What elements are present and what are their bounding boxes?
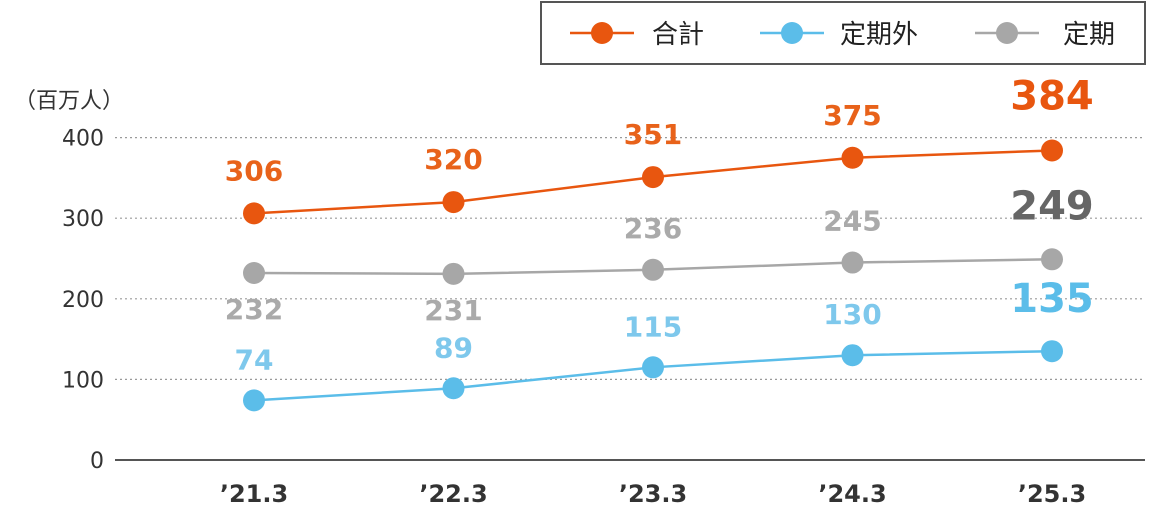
y-axis-unit: （百万人）	[14, 89, 124, 114]
x-axis-ticks: ’21.3 ’22.3 ’23.3 ’24.3 ’25.3	[220, 480, 1086, 508]
data-label: 236	[624, 212, 682, 245]
gridlines	[115, 137, 1145, 380]
data-label: 89	[434, 331, 473, 364]
y-tick-label: 400	[62, 127, 104, 152]
legend-marker-non-commuter	[781, 22, 803, 44]
data-point	[243, 262, 265, 285]
data-point	[642, 258, 664, 281]
data-point	[1041, 340, 1063, 363]
legend-label-commuter: 定期	[1063, 20, 1115, 50]
x-tick-label: ’24.3	[818, 480, 886, 508]
data-point	[243, 202, 265, 225]
legend-marker-total	[591, 22, 613, 44]
x-tick-label: ’23.3	[619, 480, 687, 508]
legend-label-total: 合計	[652, 20, 704, 50]
data-point	[841, 251, 864, 274]
data-label: 384	[1010, 73, 1094, 119]
data-label: 245	[823, 205, 881, 238]
data-label: 375	[823, 99, 881, 132]
y-tick-label: 0	[90, 449, 104, 474]
data-label: 306	[225, 154, 283, 187]
data-point	[1041, 139, 1063, 162]
x-tick-label: ’25.3	[1018, 480, 1086, 508]
data-label: 115	[624, 310, 682, 343]
y-tick-label: 200	[62, 288, 104, 313]
data-label: 351	[624, 118, 682, 151]
data-point	[642, 356, 664, 379]
data-point	[841, 344, 864, 367]
data-point	[442, 377, 465, 400]
y-tick-label: 300	[62, 207, 104, 232]
series-layer	[243, 139, 1063, 412]
legend-marker-commuter	[996, 22, 1018, 44]
data-label: 232	[225, 293, 283, 326]
data-label: 249	[1010, 183, 1094, 229]
data-point	[642, 166, 664, 189]
data-label: 231	[424, 294, 482, 327]
legend-frame	[540, 1, 1146, 65]
y-axis-ticks: 0 100 200 300 400	[62, 127, 104, 474]
y-tick-label: 100	[62, 368, 104, 393]
legend: 合計 定期外 定期	[540, 1, 1146, 65]
data-labels: 306 320 351 375 384 74 89 115 130 135 232 231 236 245…	[225, 73, 1094, 376]
data-label: 130	[823, 298, 881, 331]
data-point	[243, 389, 265, 412]
data-point	[442, 262, 465, 285]
data-point	[1041, 248, 1063, 271]
legend-label-non-commuter: 定期外	[840, 20, 918, 50]
data-label: 320	[424, 143, 482, 176]
data-label: 135	[1010, 276, 1094, 322]
x-tick-label: ’21.3	[220, 480, 288, 508]
x-tick-label: ’22.3	[419, 480, 487, 508]
data-point	[442, 191, 465, 214]
data-point	[841, 146, 864, 169]
data-label: 74	[235, 343, 274, 376]
